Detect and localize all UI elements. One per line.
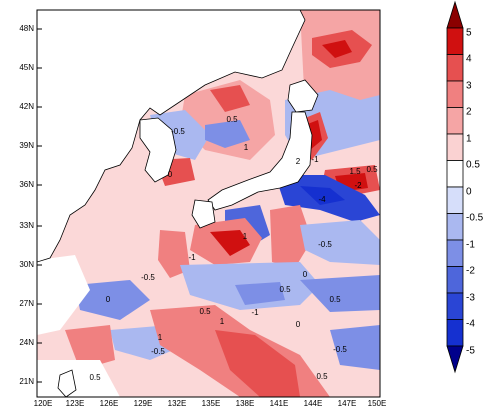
colorbar-label: -4 — [466, 319, 475, 330]
lon-label: 138E — [236, 399, 255, 408]
lon-label: 120E — [34, 399, 53, 408]
lon-label: 126E — [100, 399, 119, 408]
colorbar-segment — [446, 107, 464, 135]
lat-label: 45N — [19, 63, 34, 72]
colorbar-segment — [446, 292, 464, 320]
lon-label: 144E — [304, 399, 323, 408]
contour-label: 0 — [106, 295, 111, 304]
lon-label: 147E — [338, 399, 357, 408]
colorbar-label: 2 — [466, 107, 472, 118]
contour-label: -0.5 — [151, 347, 165, 356]
contour-label: 0.5 — [329, 295, 341, 304]
contour-label: -2 — [354, 181, 362, 190]
lat-label: 21N — [19, 377, 34, 386]
colorbar-bottom-arrow — [446, 345, 464, 374]
colorbar-segment — [446, 133, 464, 161]
colorbar-label: 3 — [466, 81, 472, 92]
longitude-axis: 120E 123E 126E 129E 132E 135E 138E 141E … — [34, 399, 387, 408]
contour-label: 1 — [243, 232, 248, 241]
contour-label: 1 — [220, 317, 225, 326]
colorbar-label: -5 — [466, 346, 475, 357]
contour-label: 2 — [296, 157, 301, 166]
colorbar-segment — [446, 213, 464, 241]
contour-label: 0 — [296, 320, 301, 329]
lat-label: 48N — [19, 24, 34, 33]
colorbar-label: -1 — [466, 240, 475, 251]
contour-label: -0.5 — [318, 240, 332, 249]
colorbar-segment — [446, 160, 464, 188]
contour-label: 0.5 — [226, 115, 238, 124]
contour-label: -0.5 — [171, 127, 185, 136]
lon-label: 129E — [134, 399, 153, 408]
lon-label: 123E — [66, 399, 85, 408]
contour-label: 1 — [158, 333, 163, 342]
lat-label: 36N — [19, 180, 34, 189]
latitude-axis: 48N 45N 42N 39N 36N 33N 30N 27N 24N 21N — [19, 24, 42, 386]
lon-label: 132E — [168, 399, 187, 408]
colorbar-segment — [446, 239, 464, 267]
colorbar-segment — [446, 186, 464, 214]
contour-label: 1 — [244, 143, 249, 152]
contour-label: -1 — [251, 308, 259, 317]
lat-label: 39N — [19, 141, 34, 150]
colorbar-segment — [446, 266, 464, 294]
contour-label: -1 — [188, 253, 196, 262]
lat-label: 42N — [19, 102, 34, 111]
lon-label: 135E — [202, 399, 221, 408]
contour-label: 0.5 — [366, 165, 378, 174]
colorbar-label: 0 — [466, 187, 472, 198]
land-masses — [37, 10, 319, 397]
colorbar-segment — [446, 54, 464, 82]
contour-label: 1.5 — [349, 167, 361, 176]
contour-label: -4 — [318, 195, 326, 204]
contour-label: 0 — [303, 270, 308, 279]
lat-label: 27N — [19, 299, 34, 308]
lon-label: 150E — [368, 399, 387, 408]
contour-label: 0.5 — [316, 372, 328, 381]
contour-label: -0.5 — [141, 273, 155, 282]
contour-labels: 0.5 -0.5 1 0 2 -1 1.5 -4 -2 0.5 -0.5 1 -… — [89, 115, 378, 382]
contour-label: -1 — [311, 155, 319, 164]
contour-label: 0.5 — [279, 285, 291, 294]
contour-label: -0.5 — [333, 345, 347, 354]
lat-label: 33N — [19, 221, 34, 230]
colorbar-label: 5 — [466, 28, 472, 39]
colorbar-label: 0.5 — [466, 160, 480, 171]
lat-label: 24N — [19, 338, 34, 347]
lon-label: 141E — [270, 399, 289, 408]
colorbar-label: -3 — [466, 293, 475, 304]
map-frame — [36, 9, 381, 398]
contour-label: 0.5 — [199, 307, 211, 316]
colorbar-label: -0.5 — [466, 213, 484, 224]
colorbar-label: -2 — [466, 266, 475, 277]
colorbar-segment — [446, 80, 464, 108]
contour-label: 0 — [168, 170, 173, 179]
colorbar-segment — [446, 319, 464, 347]
lat-label: 30N — [19, 260, 34, 269]
colorbar-segment — [446, 27, 464, 55]
colorbar-top-arrow — [446, 0, 464, 29]
colorbar-label: 1 — [466, 134, 472, 145]
colorbar-label: 4 — [466, 54, 472, 65]
colorbar: 5 4 3 2 1 0.5 0 -0.5 -1 -2 -3 -4 -5 — [446, 0, 484, 374]
contour-label: 0.5 — [89, 373, 101, 382]
